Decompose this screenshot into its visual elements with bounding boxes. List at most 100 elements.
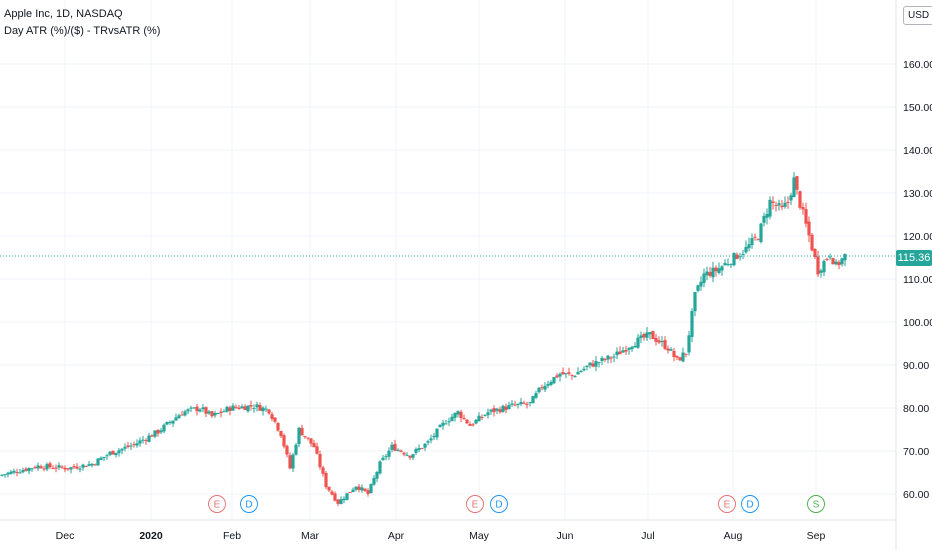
candle-body (192, 407, 196, 409)
y-tick-label: 150.00 (903, 102, 932, 114)
candle-body (81, 464, 85, 468)
split-marker[interactable] (807, 495, 825, 513)
x-tick-label: Jul (641, 530, 654, 542)
candle-body (123, 446, 127, 449)
candle-body (813, 248, 817, 258)
x-tick-label: Aug (724, 530, 743, 542)
candle-body (762, 216, 766, 223)
candle-body (90, 463, 94, 466)
candle-body (570, 374, 574, 376)
candle-body (618, 351, 622, 355)
candle-body (516, 403, 520, 405)
candle-body (228, 407, 232, 411)
candle-body (240, 406, 244, 409)
candle-body (93, 464, 97, 466)
candle-body (237, 407, 241, 409)
candle-body (18, 472, 22, 474)
candle-body (474, 419, 478, 424)
candle-body (693, 291, 697, 312)
earnings-marker[interactable] (466, 495, 484, 513)
candle-body (198, 409, 202, 412)
candle-body (612, 356, 616, 358)
candle-body (783, 202, 787, 207)
candle-body (171, 420, 175, 424)
x-tick-label: Jun (557, 530, 574, 542)
candle-body (189, 407, 193, 409)
candle-body (375, 472, 379, 479)
candle-body (366, 490, 370, 494)
earnings-marker[interactable] (208, 495, 226, 513)
candle-body (816, 256, 820, 275)
candle-body (519, 401, 523, 405)
candle-body (741, 253, 745, 255)
dividend-marker-label: D (245, 500, 252, 511)
candle-body (825, 258, 829, 260)
y-tick-label: 80.00 (903, 403, 929, 415)
candle-body (165, 421, 169, 425)
candle-body (267, 409, 271, 414)
candle-body (387, 450, 391, 457)
candle-body (525, 403, 529, 405)
candle-body (555, 375, 559, 378)
candle-body (663, 340, 667, 349)
candle-body (453, 412, 457, 418)
candle-body (597, 362, 601, 364)
candle-body (660, 341, 664, 343)
candle-body (420, 448, 424, 450)
candle-body (291, 454, 295, 469)
candle-body (807, 221, 811, 236)
candle-body (135, 443, 139, 446)
candle-body (459, 411, 463, 418)
candle-body (42, 468, 46, 470)
candle-body (96, 458, 100, 466)
candle-body (372, 478, 376, 485)
y-tick-label: 100.00 (903, 317, 932, 329)
candle-body (60, 466, 64, 468)
candle-body (288, 455, 292, 469)
candle-body (438, 425, 442, 428)
candle-body (636, 337, 640, 348)
candle-body (600, 357, 604, 362)
candle-body (531, 396, 535, 404)
candle-body (642, 334, 646, 338)
candle-body (120, 448, 124, 451)
candle-body (252, 408, 256, 410)
chart-legend: Apple Inc, 1D, NASDAQ Day ATR (%)/($) - … (4, 6, 160, 40)
currency-button[interactable]: USD (903, 6, 932, 25)
candle-body (264, 408, 268, 410)
candle-body (609, 357, 613, 359)
dividend-marker[interactable] (490, 495, 508, 513)
candle-body (462, 417, 466, 419)
candle-body (132, 444, 136, 446)
candle-body (792, 177, 796, 198)
candle-body (126, 445, 130, 447)
candle-body (684, 353, 688, 355)
candle-body (522, 402, 526, 404)
y-tick-label: 140.00 (903, 145, 932, 157)
y-tick-label: 90.00 (903, 360, 929, 372)
indicator-label: Day ATR (%)/($) - TRvsATR (%) (4, 25, 161, 37)
candle-body (798, 191, 802, 208)
candle-body (78, 468, 82, 470)
candle-body (534, 393, 538, 398)
candle-body (27, 467, 31, 472)
x-tick-label: Sep (807, 530, 826, 542)
candle-body (771, 201, 775, 203)
candle-body (417, 448, 421, 451)
candle-body (687, 335, 691, 353)
candle-body (675, 355, 679, 358)
y-tick-label: 160.00 (903, 59, 932, 71)
candle-body (51, 467, 55, 469)
candle-body (354, 486, 358, 490)
candle-body (738, 256, 742, 258)
candle-body (498, 409, 502, 413)
earnings-marker[interactable] (718, 495, 736, 513)
candle-body (177, 415, 181, 419)
candle-body (402, 452, 406, 455)
candle-body (48, 463, 52, 468)
dividend-marker[interactable] (741, 495, 759, 513)
candle-body (72, 466, 76, 468)
candle-body (624, 349, 628, 352)
dividend-marker[interactable] (240, 495, 258, 513)
